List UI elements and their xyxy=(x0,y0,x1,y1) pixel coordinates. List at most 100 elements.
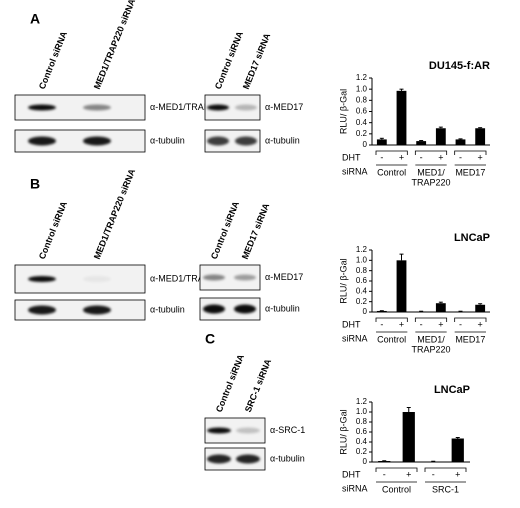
bar xyxy=(416,141,427,145)
x-tick-label: - xyxy=(420,319,423,329)
group-bracket xyxy=(454,317,487,322)
group-bracket xyxy=(454,150,487,155)
blot-box xyxy=(204,129,261,153)
antibody-label: α-MED17 xyxy=(265,272,303,282)
group-label: Control xyxy=(382,484,411,494)
group-label: TRAP220 xyxy=(411,177,450,187)
lane-label: SRC-1 siRNA xyxy=(243,357,274,414)
group-label: MED17 xyxy=(455,167,485,177)
bar xyxy=(396,90,407,145)
x-tick-label: - xyxy=(383,469,386,479)
blot-band xyxy=(234,304,256,314)
antibody-label: α-MED17 xyxy=(265,102,303,112)
antibody-label: α-SRC-1 xyxy=(270,425,305,435)
lane-label: MED17 siRNA xyxy=(241,31,273,90)
blot-box xyxy=(199,297,261,321)
chart-title: DU145-f:AR xyxy=(429,60,490,72)
bar xyxy=(455,311,466,312)
lane-label: Control siRNA xyxy=(213,29,245,90)
bar xyxy=(475,304,486,312)
group-label: MED1/ xyxy=(417,167,445,177)
y-tick-label: 1.2 xyxy=(356,397,368,406)
bar xyxy=(402,412,415,462)
blot-band xyxy=(207,136,229,146)
antibody-label: α-tubulin xyxy=(150,304,185,314)
y-axis-label: RLU/ β-Gal xyxy=(338,258,348,303)
blot-band xyxy=(28,136,56,146)
blot-band xyxy=(28,104,56,111)
y-tick-label: 1.2 xyxy=(356,73,368,82)
x-tick-label: - xyxy=(420,152,423,162)
y-tick-label: 0.4 xyxy=(356,437,368,446)
x-tick-label: - xyxy=(432,469,435,479)
lane-label: Control siRNA xyxy=(214,352,246,413)
blot-box xyxy=(14,129,146,153)
y-tick-label: 0.2 xyxy=(356,447,368,456)
group-bracket xyxy=(414,317,448,322)
blot-band xyxy=(83,305,111,315)
blot-band xyxy=(235,136,257,146)
lane-label: MED17 siRNA xyxy=(240,201,272,260)
y-tick-label: 0 xyxy=(363,307,368,316)
y-tick-label: 0.8 xyxy=(356,95,368,104)
antibody-label: α-MED1/TRAP220 xyxy=(150,102,225,112)
y-tick-label: 1.0 xyxy=(356,255,368,264)
x-tick-label: + xyxy=(478,152,483,162)
x-tick-label: + xyxy=(455,469,460,479)
group-bracket xyxy=(375,317,408,322)
y-tick-label: 0.4 xyxy=(356,118,368,127)
x-tick-label: + xyxy=(399,319,404,329)
blot-band xyxy=(234,274,256,281)
blot-band xyxy=(203,304,225,314)
bar xyxy=(396,260,407,312)
row-label: DHT xyxy=(342,319,361,329)
x-tick-label: + xyxy=(406,469,411,479)
bar xyxy=(378,461,391,462)
blot-band xyxy=(235,104,257,111)
bar xyxy=(435,303,446,312)
bar xyxy=(435,128,446,145)
group-label: MED1/ xyxy=(417,334,445,344)
blot-box xyxy=(204,447,266,471)
blot-band xyxy=(83,104,111,111)
row-label: siRNA xyxy=(342,333,368,343)
blot-band xyxy=(83,276,111,282)
y-tick-label: 1.2 xyxy=(356,245,368,254)
y-tick-label: 1.0 xyxy=(356,407,368,416)
group-label: SRC-1 xyxy=(432,484,459,494)
chart-title: LNCaP xyxy=(454,232,490,244)
y-tick-label: 0.8 xyxy=(356,417,368,426)
x-tick-label: + xyxy=(399,152,404,162)
y-tick-label: 0.6 xyxy=(356,427,368,436)
y-axis-label: RLU/ β-Gal xyxy=(338,89,348,134)
lane-label: MED1/TRAP220 siRNA xyxy=(92,0,138,91)
blot-band xyxy=(207,454,231,464)
panel-label: A xyxy=(30,11,40,27)
chart-title: LNCaP xyxy=(434,384,470,396)
group-label: Control xyxy=(377,167,406,177)
y-tick-label: 0 xyxy=(363,457,368,466)
y-tick-label: 0.2 xyxy=(356,297,368,306)
blot-box xyxy=(14,299,146,321)
blot-band xyxy=(207,104,229,111)
x-tick-label: - xyxy=(459,152,462,162)
blot-band xyxy=(207,427,231,434)
blot-band xyxy=(83,136,111,146)
lane-label: Control siRNA xyxy=(209,199,241,260)
bar xyxy=(475,128,486,145)
group-bracket xyxy=(375,150,408,155)
y-tick-label: 0.6 xyxy=(356,276,368,285)
blot-band xyxy=(236,454,260,464)
antibody-label: α-tubulin xyxy=(270,453,305,463)
x-tick-label: - xyxy=(380,152,383,162)
blot-band xyxy=(28,305,56,315)
antibody-label: α-MED1/TRAP220 xyxy=(150,273,225,283)
blot-band xyxy=(28,276,56,282)
lane-label: Control siRNA xyxy=(37,29,69,90)
x-tick-label: + xyxy=(478,319,483,329)
row-label: siRNA xyxy=(342,166,368,176)
group-bracket xyxy=(424,467,467,472)
antibody-label: α-tubulin xyxy=(265,303,300,313)
y-tick-label: 0 xyxy=(363,140,368,149)
